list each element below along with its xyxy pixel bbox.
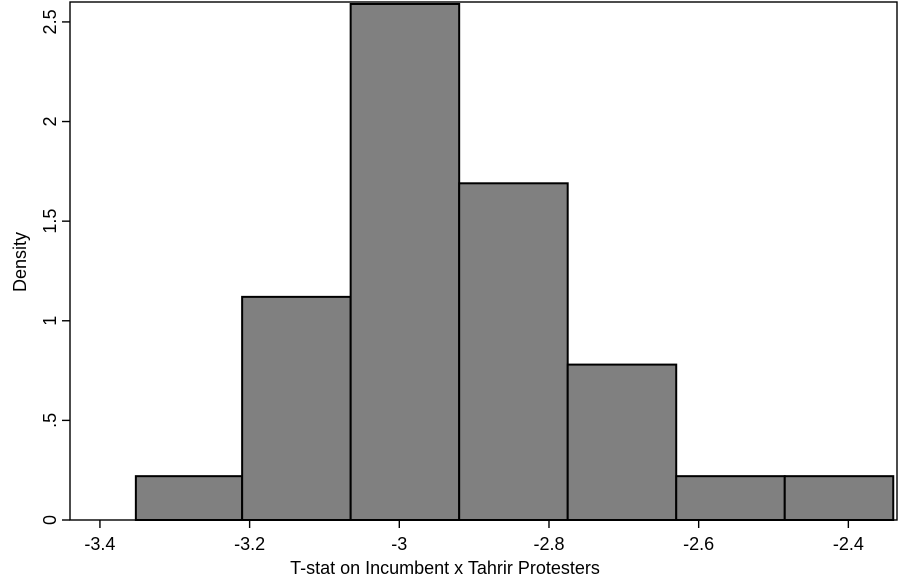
x-tick-label-6: -2.4 — [833, 534, 864, 554]
histogram-bar-2 — [241, 295, 352, 521]
y-tick-label-2: .5 — [40, 413, 60, 428]
y-tick-label-5: 2 — [40, 117, 60, 127]
histogram-bar-6 — [675, 475, 786, 521]
y-tick-label-3: 1 — [40, 316, 60, 326]
histogram-bar-1 — [134, 475, 244, 521]
x-tick-label-3: -3 — [391, 534, 407, 554]
x-tick-label-4: -2.8 — [533, 534, 564, 554]
histogram-bar-7 — [783, 475, 895, 521]
x-tick-label-2: -3.2 — [234, 534, 265, 554]
histogram-bar-3 — [349, 2, 461, 521]
x-axis-label: T-stat on Incumbent x Tahrir Protesters — [290, 558, 600, 578]
x-axis: -3.4 -3.2 -3 -2.8 -2.6 -2.4 — [84, 520, 864, 554]
y-axis: 0 .5 1 1.5 2 2.5 — [40, 9, 70, 525]
histogram-bar-4 — [458, 182, 569, 522]
x-tick-label-5: -2.6 — [683, 534, 714, 554]
x-tick-label-1: -3.4 — [84, 534, 115, 554]
bars-group — [134, 2, 895, 522]
y-axis-label: Density — [10, 232, 30, 292]
histogram-bar-5 — [566, 363, 678, 521]
y-tick-label-1: 0 — [40, 515, 60, 525]
y-tick-label-6: 2.5 — [40, 9, 60, 34]
y-tick-label-4: 1.5 — [40, 209, 60, 234]
